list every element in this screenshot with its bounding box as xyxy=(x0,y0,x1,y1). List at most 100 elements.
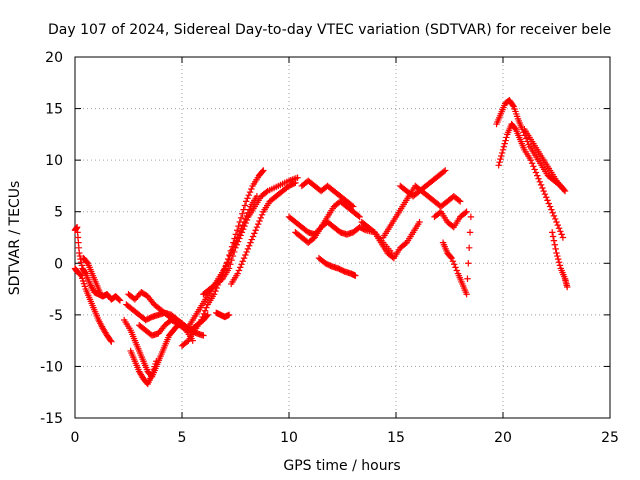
data-point xyxy=(239,258,246,265)
data-point xyxy=(509,102,517,109)
data-point xyxy=(200,332,207,339)
data-point xyxy=(236,235,243,242)
data-point xyxy=(447,253,454,261)
data-point xyxy=(256,217,263,225)
data-point xyxy=(234,270,241,277)
x-tick-label: 10 xyxy=(280,430,298,446)
data-point xyxy=(498,149,506,157)
data-point xyxy=(201,307,209,314)
data-point xyxy=(237,214,245,222)
data-point xyxy=(545,200,552,207)
data-point xyxy=(455,197,463,204)
data-point xyxy=(549,209,556,216)
data-point xyxy=(210,291,218,298)
data-point xyxy=(232,244,239,252)
data-point xyxy=(556,262,564,269)
data-point xyxy=(503,134,510,141)
data-point xyxy=(498,152,505,160)
data-point xyxy=(544,197,551,204)
data-point xyxy=(257,214,264,222)
data-point xyxy=(253,223,261,231)
data-point xyxy=(290,180,298,187)
data-point xyxy=(497,155,504,163)
grid-lines xyxy=(75,57,610,418)
data-point xyxy=(254,220,262,228)
x-tick-label: 20 xyxy=(494,430,512,446)
data-point xyxy=(242,251,249,259)
data-point xyxy=(258,211,266,219)
data-point xyxy=(540,187,547,195)
x-tick-label: 15 xyxy=(387,430,405,446)
data-point xyxy=(243,216,251,224)
data-point xyxy=(549,233,557,240)
series-arc-e xyxy=(127,347,160,388)
data-point xyxy=(466,229,474,236)
data-point xyxy=(260,167,267,174)
data-point xyxy=(465,260,472,267)
x-tick-label: 0 xyxy=(71,430,80,446)
data-point xyxy=(501,140,508,147)
data-point xyxy=(555,259,563,266)
data-point xyxy=(234,238,242,245)
data-point xyxy=(108,338,115,345)
data-point xyxy=(227,261,234,268)
series-arc-t xyxy=(397,167,449,200)
data-point xyxy=(535,175,542,182)
data-point xyxy=(555,225,563,232)
data-point xyxy=(259,168,266,175)
data-point xyxy=(448,254,455,262)
data-point xyxy=(235,267,243,274)
data-point xyxy=(153,358,160,365)
data-point xyxy=(527,156,535,164)
data-point xyxy=(203,304,210,311)
data-point xyxy=(244,195,251,202)
data-point xyxy=(242,219,249,227)
data-point xyxy=(530,163,537,170)
data-point xyxy=(452,264,459,271)
series-arc-r xyxy=(358,218,423,262)
x-axis-label: GPS time / hours xyxy=(283,458,400,474)
data-point xyxy=(531,166,538,173)
data-point xyxy=(557,228,564,235)
series-arc-q xyxy=(315,254,359,279)
data-point xyxy=(440,168,448,175)
data-point xyxy=(237,232,244,239)
data-point xyxy=(552,245,559,253)
series-arc-z xyxy=(549,229,571,291)
axis-ticks: 0 5 10 15 20 25 -15 -10 -5 0 5 10 15 20 xyxy=(40,50,619,446)
data-point xyxy=(263,188,270,196)
data-point xyxy=(238,229,246,236)
series-arc-u xyxy=(431,208,470,231)
data-point xyxy=(534,172,541,179)
data-point xyxy=(292,179,299,187)
data-point xyxy=(564,283,571,291)
data-point xyxy=(550,237,558,244)
data-point xyxy=(451,261,458,268)
data-point xyxy=(500,143,508,150)
data-point xyxy=(355,212,362,220)
data-point xyxy=(239,210,246,217)
data-point xyxy=(107,337,114,344)
data-point xyxy=(356,213,363,221)
data-points xyxy=(71,97,571,388)
data-point xyxy=(246,188,254,196)
data-point xyxy=(77,271,84,279)
data-point xyxy=(554,252,561,260)
data-point xyxy=(231,248,238,256)
data-point xyxy=(237,264,244,271)
data-point xyxy=(467,213,475,221)
data-point xyxy=(78,259,85,266)
data-point xyxy=(234,227,241,234)
data-point xyxy=(294,174,301,181)
data-point xyxy=(248,236,255,243)
data-point xyxy=(442,167,449,174)
y-tick-label: 5 xyxy=(54,205,63,221)
data-point xyxy=(248,185,255,193)
data-point xyxy=(240,226,247,233)
y-tick-label: -5 xyxy=(49,308,63,324)
data-point xyxy=(550,212,558,220)
data-point xyxy=(198,316,205,324)
x-tick-label: 5 xyxy=(178,430,187,446)
data-point xyxy=(553,218,560,226)
data-point xyxy=(81,269,89,276)
